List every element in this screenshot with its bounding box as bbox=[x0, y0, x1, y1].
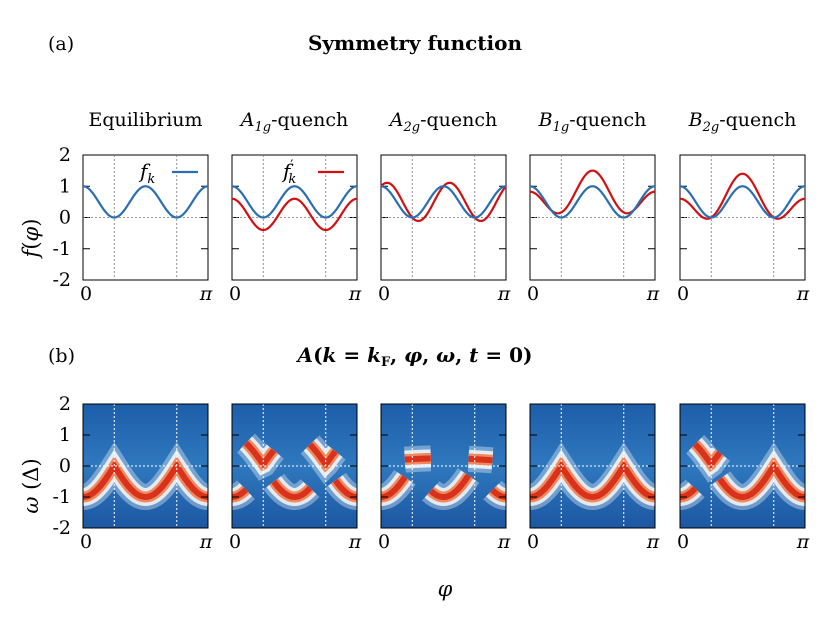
legend-fk-label: fk bbox=[138, 159, 155, 187]
band-core bbox=[380, 475, 408, 500]
bottom-ytick-label: 1 bbox=[59, 424, 71, 446]
bottom-xtick-pi: π bbox=[796, 531, 810, 553]
symmetry-panel-1: -2 -1 0 1 2 0 π bbox=[52, 144, 212, 305]
band-core bbox=[529, 460, 656, 501]
ylabel-top: f(φ) bbox=[19, 219, 43, 260]
series-fk bbox=[679, 185, 806, 219]
top-4-xtick-pi: π bbox=[646, 283, 660, 305]
ylabel-bottom: ω (Δ) bbox=[19, 458, 43, 513]
panel-b-label: (b) bbox=[48, 345, 75, 367]
top-1-ytick-label: 0 bbox=[59, 207, 71, 229]
series-fprime-A1g bbox=[231, 197, 358, 232]
top-1-ytick-label: -2 bbox=[52, 269, 71, 291]
column-titles: Equilibrium A1g-quench A2g-quench B1g-quenc… bbox=[88, 109, 796, 135]
top-5-xtick-0: 0 bbox=[677, 283, 689, 305]
bottom-xtick-0: 0 bbox=[677, 531, 689, 553]
series-fk bbox=[231, 185, 358, 219]
series-fprime-A2g bbox=[380, 181, 507, 223]
column-title-3: A2g-quench bbox=[388, 109, 498, 135]
band-core bbox=[307, 442, 338, 469]
band-core bbox=[428, 473, 472, 501]
top-3-xtick-pi: π bbox=[497, 283, 511, 305]
band-core bbox=[468, 455, 493, 464]
bottom-ytick-label: -1 bbox=[52, 486, 71, 508]
top-1-xtick-0: 0 bbox=[80, 283, 92, 305]
bottom-ytick-label: -2 bbox=[52, 517, 71, 539]
bottom-xtick-pi: π bbox=[497, 531, 511, 553]
top-4-xtick-0: 0 bbox=[527, 283, 539, 305]
column-title-1: Equilibrium bbox=[88, 109, 202, 131]
band-core bbox=[82, 460, 209, 501]
bottom-xtick-0: 0 bbox=[527, 531, 539, 553]
bottom-xtick-0: 0 bbox=[378, 531, 390, 553]
bottom-xtick-pi: π bbox=[348, 531, 362, 553]
panel-a-label: (a) bbox=[48, 33, 74, 55]
top-2-xtick-0: 0 bbox=[229, 283, 241, 305]
legend-fprime: f′ k bbox=[281, 158, 344, 187]
bottom-xtick-0: 0 bbox=[229, 531, 241, 553]
legend-fprime-label: f′ k bbox=[281, 158, 296, 187]
top-1-ytick-label: 1 bbox=[59, 175, 71, 197]
legend-fk: fk bbox=[138, 159, 198, 187]
band-core bbox=[717, 460, 806, 501]
series-fk bbox=[380, 185, 507, 219]
top-3-xtick-0: 0 bbox=[378, 283, 390, 305]
panel-b-title: A(k = kF, φ, ω, t = 0) bbox=[296, 343, 533, 370]
bottom-xtick-pi: π bbox=[199, 531, 213, 553]
bottom-ytick-label: 0 bbox=[59, 455, 71, 477]
band-core bbox=[404, 455, 431, 463]
series-fk bbox=[529, 185, 656, 219]
top-1-ytick-label: -1 bbox=[52, 238, 71, 260]
top-1-ytick-label: 2 bbox=[59, 144, 71, 166]
band-core bbox=[271, 479, 313, 501]
top-2-xtick-pi: π bbox=[348, 283, 362, 305]
top-4-frame bbox=[529, 154, 656, 281]
series-fk bbox=[82, 185, 209, 219]
bottom-xtick-0: 0 bbox=[80, 531, 92, 553]
top-1-xtick-pi: π bbox=[199, 283, 213, 305]
bottom-ytick-label: 2 bbox=[59, 393, 71, 415]
column-title-2: A1g-quench bbox=[239, 109, 349, 135]
column-title-5: B2g-quench bbox=[688, 109, 797, 135]
band-core bbox=[243, 440, 277, 469]
series-fprime-B2g bbox=[679, 172, 806, 220]
spectral-panel-1: -2 -1 0 1 2 0 π bbox=[52, 393, 212, 553]
band-core bbox=[693, 442, 723, 469]
panel-a-title: Symmetry function bbox=[308, 31, 523, 55]
xlabel-phi: φ bbox=[438, 577, 453, 601]
bottom-xtick-pi: π bbox=[646, 531, 660, 553]
column-title-4: B1g-quench bbox=[538, 109, 647, 135]
top-5-xtick-pi: π bbox=[796, 283, 810, 305]
